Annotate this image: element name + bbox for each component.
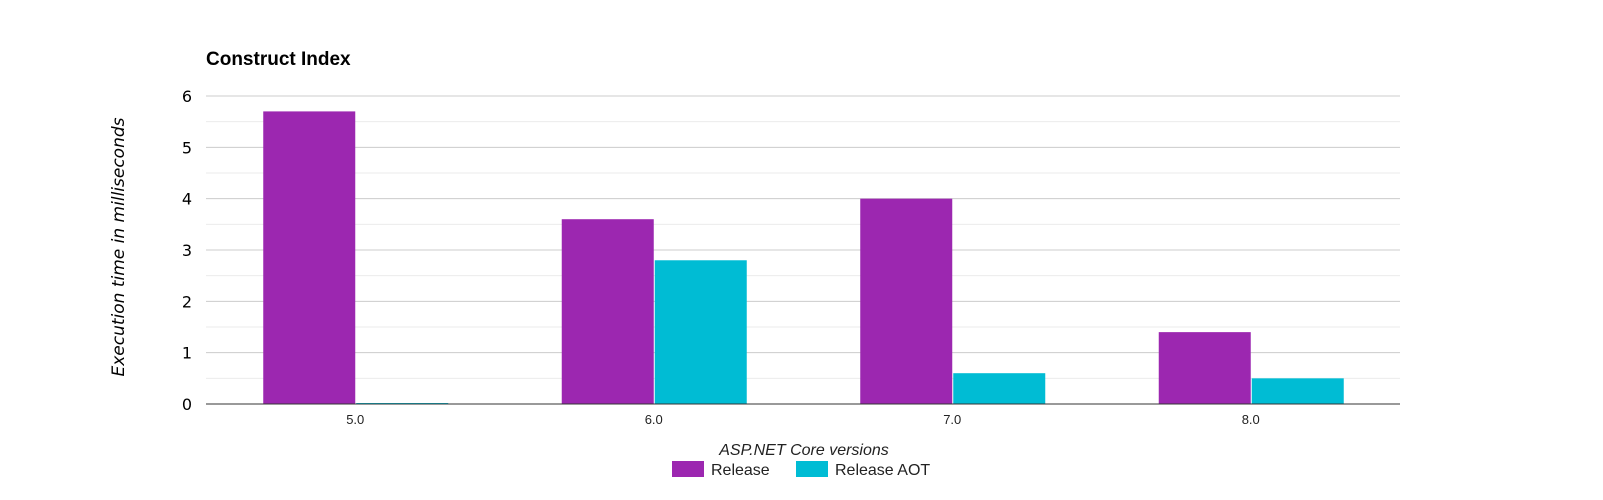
y-axis-label: Execution time in milliseconds xyxy=(109,117,129,376)
y-tick-label: 4 xyxy=(182,190,192,209)
bar-release-6-0 xyxy=(561,219,654,404)
bar-release-5-0 xyxy=(263,111,356,405)
x-tick-label: 8.0 xyxy=(1242,412,1260,427)
y-tick-label: 6 xyxy=(182,87,192,106)
y-tick-label: 2 xyxy=(182,292,192,311)
bars xyxy=(263,111,1344,405)
bar-release-7-0 xyxy=(860,198,953,404)
gridlines xyxy=(206,95,1400,379)
legend-item-release-aot[interactable]: Release AOT xyxy=(796,461,930,479)
legend-label: Release xyxy=(711,462,770,479)
x-tick-label: 5.0 xyxy=(346,412,364,427)
bar-release-aot-8-0 xyxy=(1251,378,1344,404)
legend-item-release[interactable]: Release xyxy=(672,461,770,479)
y-tick-label: 1 xyxy=(182,344,192,363)
bar-release-8-0 xyxy=(1158,332,1251,404)
legend-swatch xyxy=(796,461,828,477)
x-axis-label: ASP.NET Core versions xyxy=(718,442,889,459)
y-tick-label: 0 xyxy=(182,395,192,414)
chart-title: Construct Index xyxy=(206,49,351,70)
legend-swatch xyxy=(672,461,704,477)
legend-label: Release AOT xyxy=(835,462,930,479)
x-axis-ticks: 5.0 6.0 7.0 8.0 xyxy=(346,412,1260,427)
bar-release-aot-6-0 xyxy=(654,260,747,404)
legend: Release Release AOT xyxy=(672,461,930,479)
y-tick-label: 3 xyxy=(182,241,192,260)
y-tick-label: 5 xyxy=(182,138,192,157)
x-tick-label: 6.0 xyxy=(645,412,663,427)
bar-release-aot-7-0 xyxy=(953,373,1046,404)
x-tick-label: 7.0 xyxy=(943,412,961,427)
y-axis-ticks: 0 1 2 3 4 5 6 xyxy=(182,87,192,414)
